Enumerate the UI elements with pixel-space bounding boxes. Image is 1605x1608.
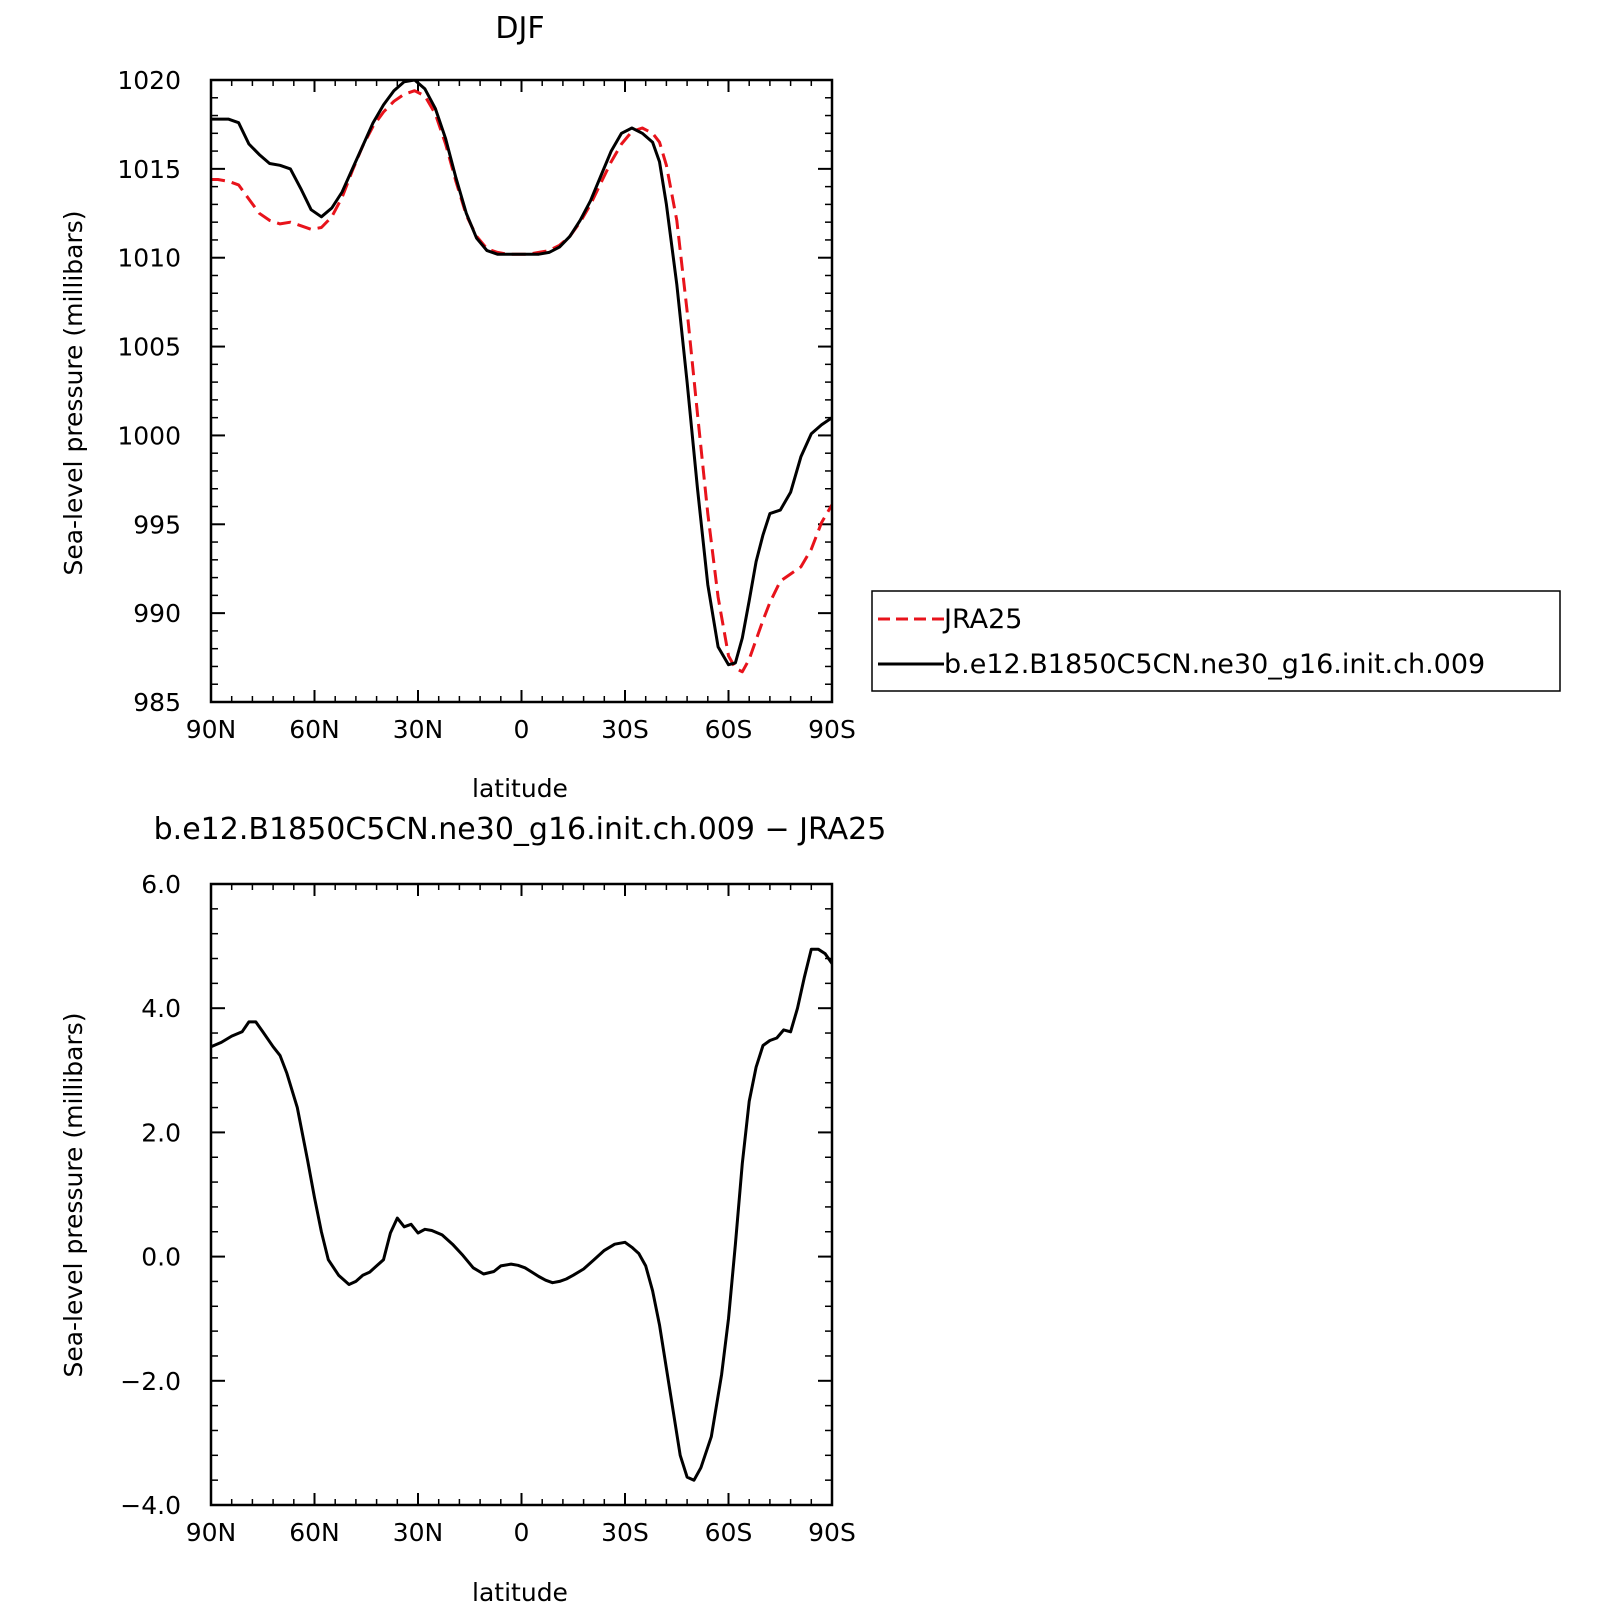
- legend: JRA25 b.e12.B1850C5CN.ne30_g16.init.ch.0…: [871, 590, 1561, 692]
- bottom-y-tick-label: 4.0: [141, 994, 181, 1023]
- bottom-series-line-0: [211, 947, 832, 1482]
- top-line-chart: 90N 60N 30N 0 30S 60S 90S 1020 1015 1010 1005 1000 9…: [117, 66, 855, 744]
- top-series-line-0: [211, 89, 832, 674]
- bottom-x-tick-label: 90S: [808, 1518, 856, 1547]
- bottom-x-tick-label: 60S: [705, 1518, 753, 1547]
- top-x-tick-label: 0: [514, 715, 530, 744]
- top-y-tick-label: 1015: [117, 155, 181, 184]
- bottom-y-tick-label: −2.0: [120, 1367, 181, 1396]
- bottom-line-chart: 90N 60N 30N 0 30S 60S 90S 6.0 4.0 2.0 0.0 −2.0 −4.0: [120, 870, 856, 1547]
- top-y-tick-label: 1000: [117, 421, 181, 450]
- bottom-x-tick-label: 30N: [393, 1518, 444, 1547]
- bottom-x-tick-label: 30S: [601, 1518, 649, 1547]
- top-x-tick-label: 30S: [601, 715, 649, 744]
- bottom-y-tick-label: 0.0: [141, 1243, 181, 1272]
- top-plot-frame: [209, 78, 834, 704]
- top-y-tick-label: 1005: [117, 333, 181, 362]
- top-chart-title: DJF: [495, 11, 544, 46]
- bottom-chart-x-axis-title: latitude: [472, 1578, 568, 1607]
- top-x-tick-label: 60S: [705, 715, 753, 744]
- bottom-x-tick-label: 90N: [186, 1518, 237, 1547]
- top-x-tick-label: 90S: [808, 715, 856, 744]
- top-chart-x-axis-title: latitude: [472, 774, 568, 803]
- bottom-x-tick-label: 0: [514, 1518, 530, 1547]
- bottom-y-tick-label: −4.0: [120, 1491, 181, 1520]
- top-y-tick-label: 1010: [117, 244, 181, 273]
- top-y-tick-label: 995: [133, 510, 181, 539]
- legend-box: [871, 590, 1561, 692]
- bottom-x-tick-label: 60N: [289, 1518, 340, 1547]
- top-chart-y-axis-title: Sea-level pressure (millibars): [59, 210, 88, 575]
- top-series-line-1: [211, 80, 832, 667]
- bottom-chart-title: b.e12.B1850C5CN.ne30_g16.init.ch.009 − J…: [154, 812, 887, 847]
- bottom-y-tick-label: 2.0: [141, 1118, 181, 1147]
- top-x-tick-label: 60N: [289, 715, 340, 744]
- top-y-tick-label: 1020: [117, 66, 181, 95]
- bottom-chart-y-axis-title: Sea-level pressure (millibars): [59, 1012, 88, 1377]
- top-x-tick-label: 30N: [393, 715, 444, 744]
- bottom-y-tick-label: 6.0: [141, 870, 181, 899]
- top-x-tick-label: 90N: [186, 715, 237, 744]
- legend-label-jra25: JRA25: [942, 604, 1022, 635]
- top-y-tick-label: 985: [133, 688, 181, 717]
- top-y-tick-label: 990: [133, 599, 181, 628]
- legend-label-model: b.e12.B1850C5CN.ne30_g16.init.ch.009: [944, 649, 1485, 680]
- bottom-plot-frame: [209, 882, 834, 1507]
